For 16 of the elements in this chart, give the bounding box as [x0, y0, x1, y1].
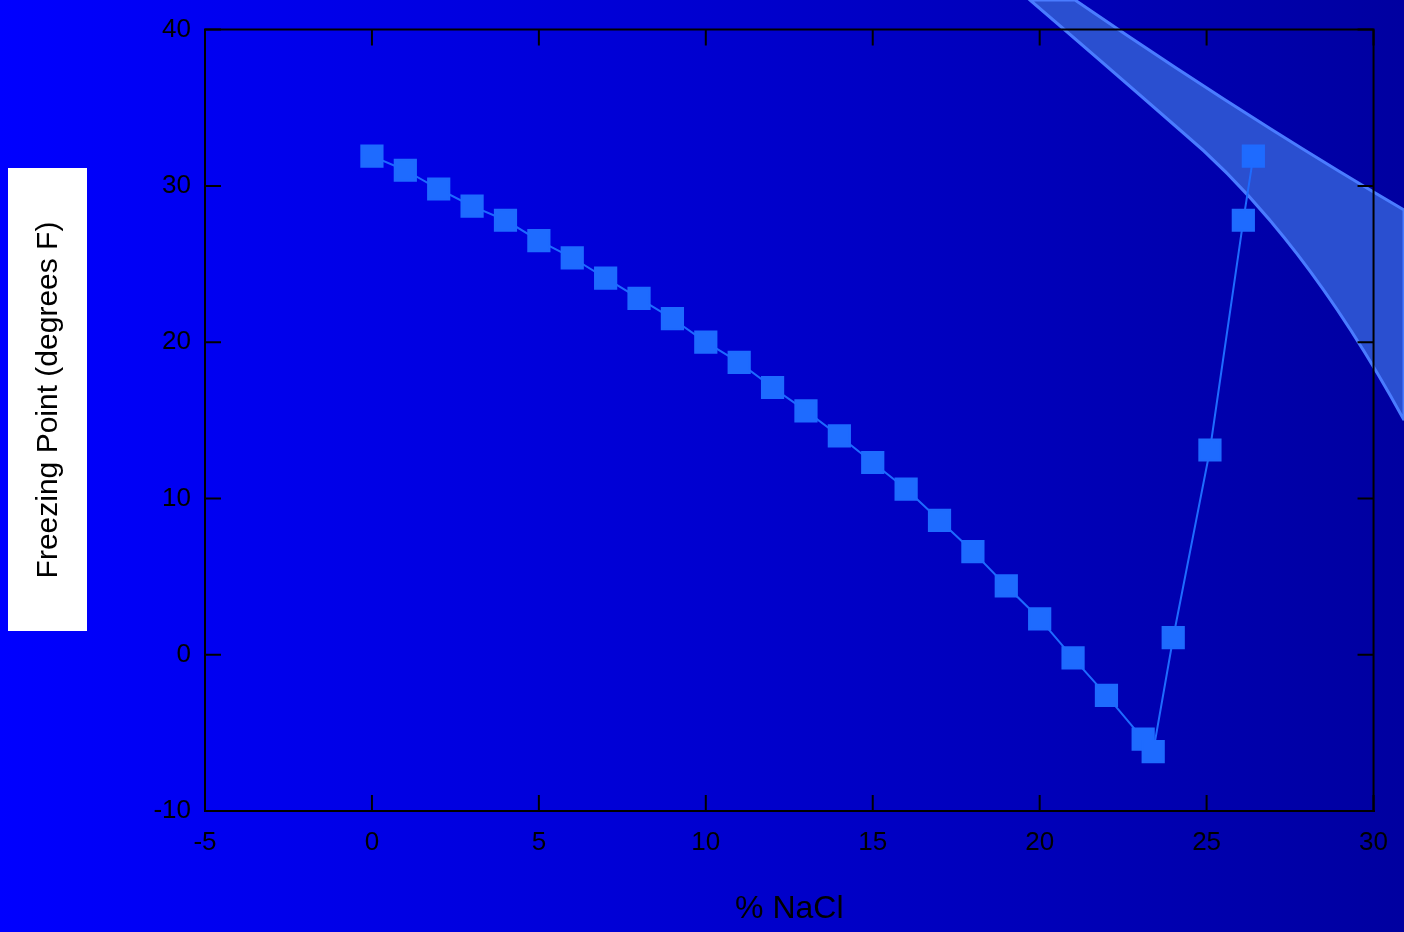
y-tick-label: 30	[162, 169, 191, 200]
x-tick-label: 5	[531, 825, 547, 856]
x-tick-label: 20	[1025, 825, 1055, 856]
y-tick-label: 40	[162, 12, 191, 43]
x-tick-label: 30	[1359, 825, 1388, 856]
y-tick-label: 10	[162, 481, 191, 512]
x-tick-label: -5	[193, 825, 217, 856]
x-tick-label: 10	[691, 825, 721, 856]
x-axis-title: % NaCl	[735, 888, 844, 925]
y-tick-label: 20	[162, 325, 191, 356]
y-axis-title: Freezing Point (degrees F)	[30, 221, 65, 578]
y-tick-label: 0	[176, 637, 191, 668]
y-tick-label: -10	[153, 794, 191, 825]
x-tick-label: 0	[364, 825, 380, 856]
x-tick-label: 15	[858, 825, 888, 856]
x-tick-label: 25	[1192, 825, 1222, 856]
